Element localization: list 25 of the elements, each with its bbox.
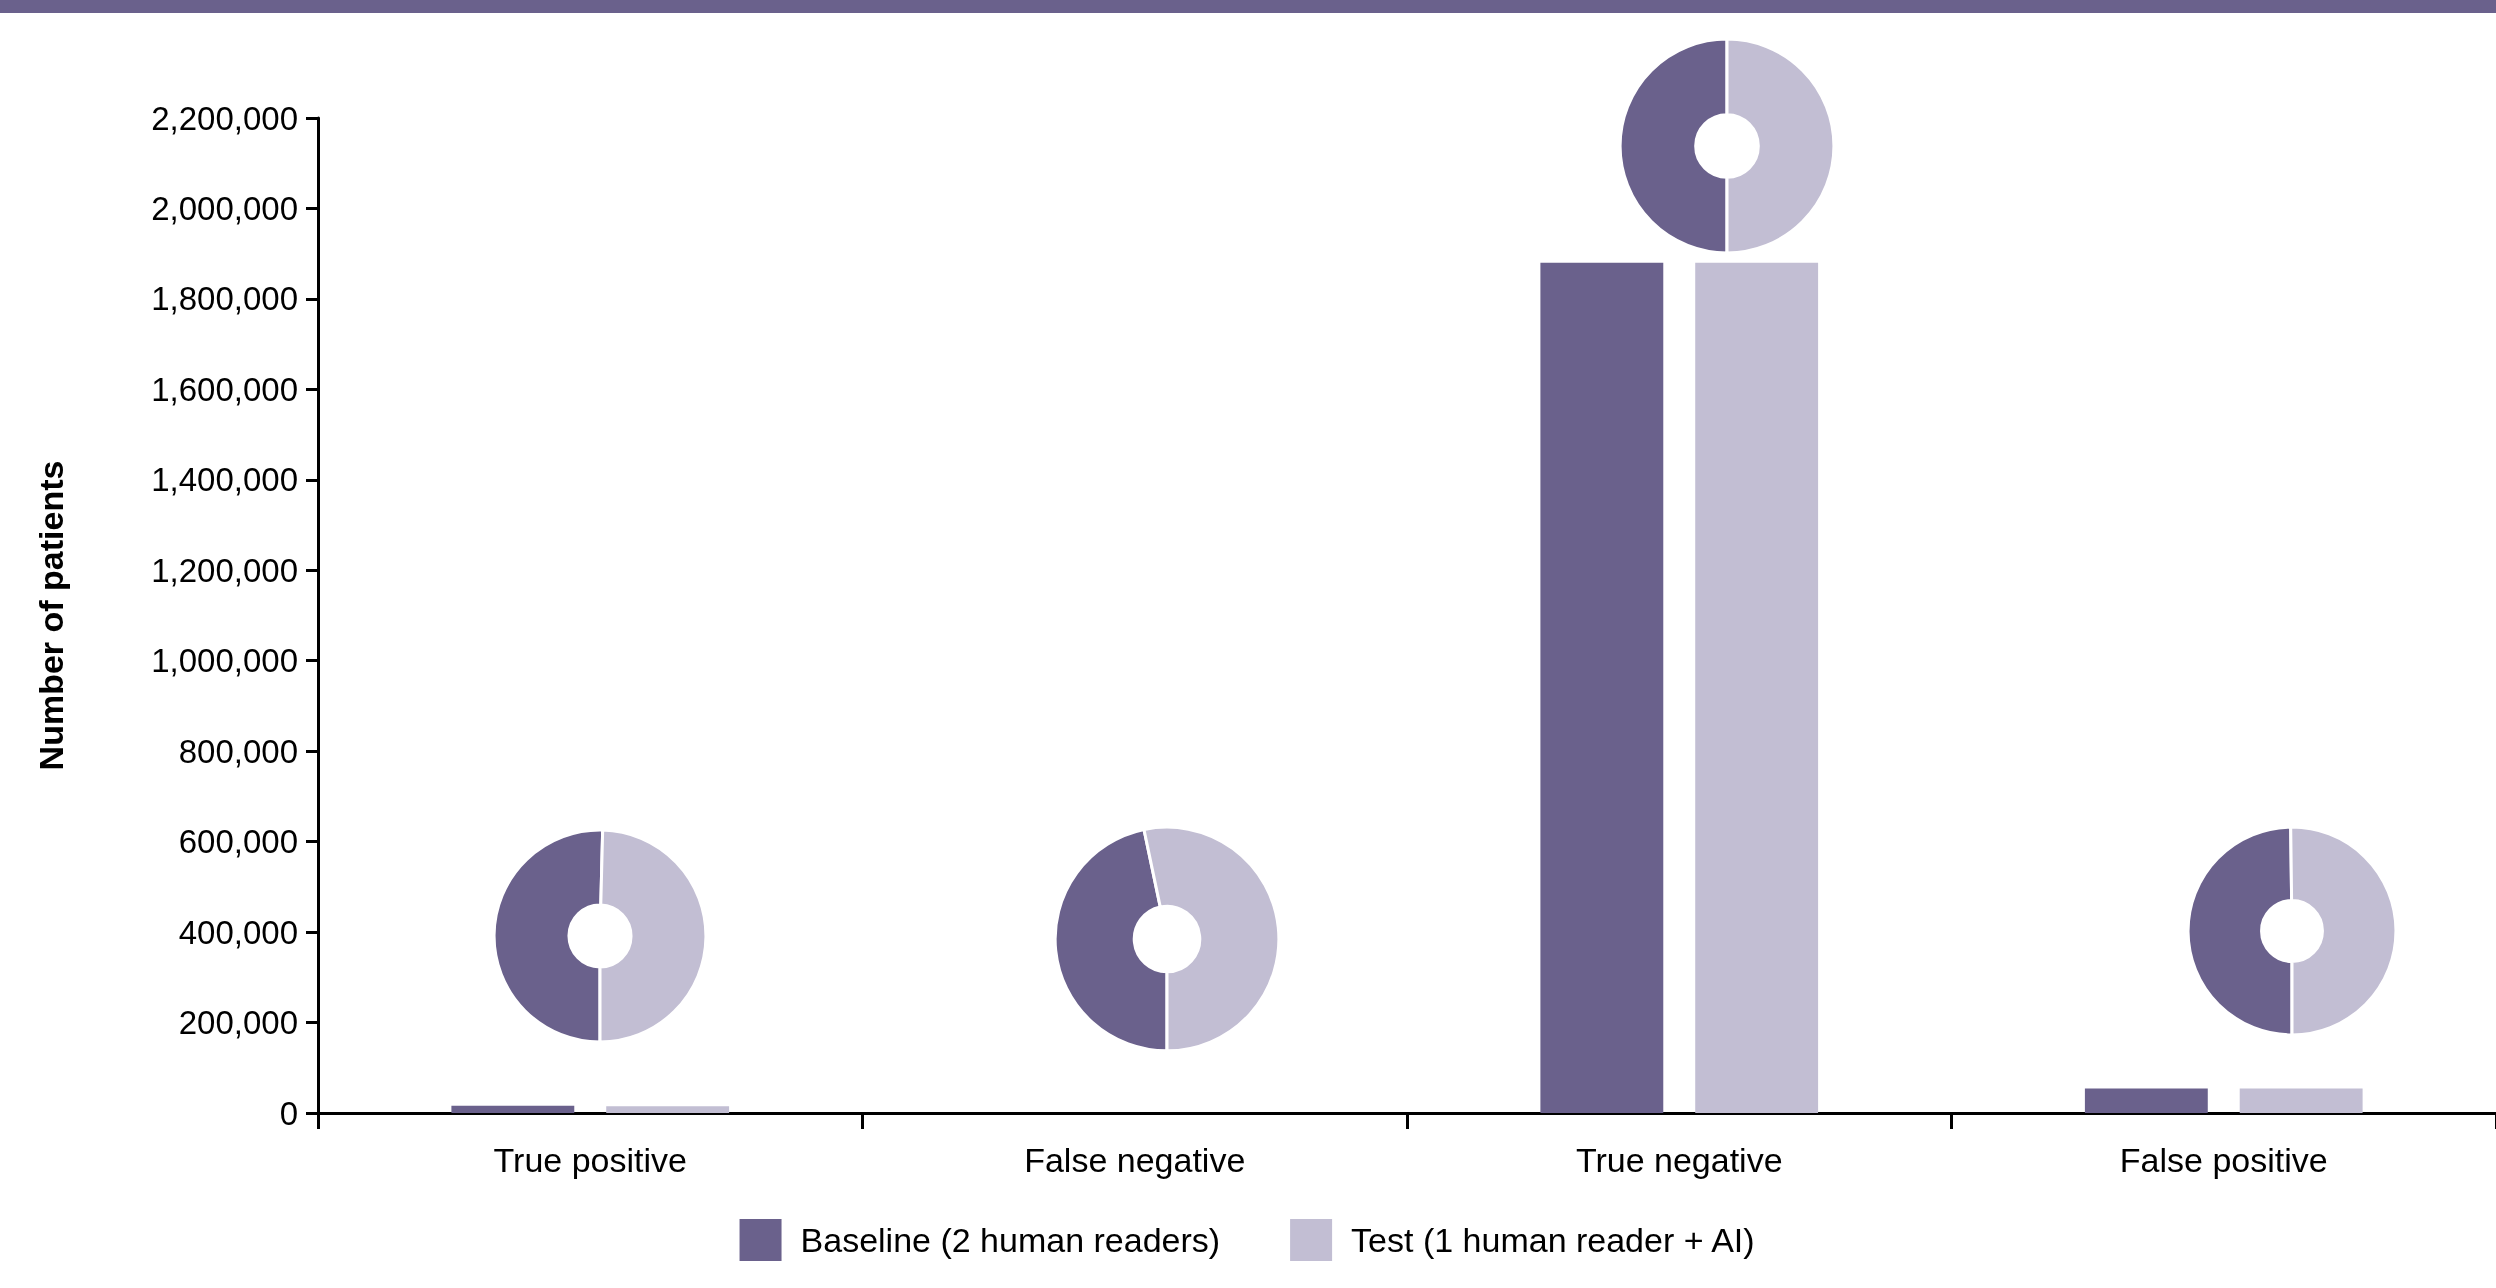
y-tick-label: 400,000 <box>178 913 298 951</box>
legend-label: Baseline (2 human readers) <box>800 1221 1221 1259</box>
y-tick-label: 600,000 <box>178 823 298 861</box>
x-tick-label: True positive <box>493 1141 687 1179</box>
x-tick-label: True negative <box>1575 1141 1783 1179</box>
y-tick-label: 1,200,000 <box>151 551 298 589</box>
y-tick-label: 2,000,000 <box>151 189 298 227</box>
y-tick-label: 1,600,000 <box>151 370 298 408</box>
x-tick-label: False negative <box>1024 1141 1246 1179</box>
bar <box>1695 262 1819 1113</box>
y-tick-label: 200,000 <box>178 1004 298 1042</box>
y-tick-label: 800,000 <box>178 732 298 770</box>
bar <box>2084 1088 2208 1113</box>
bar <box>2239 1088 2363 1113</box>
y-axis-title: Number of patients <box>32 460 70 771</box>
y-tick-label: 2,200,000 <box>151 99 298 137</box>
y-tick-label: 1,800,000 <box>151 280 298 318</box>
x-tick-label: False positive <box>2119 1141 2328 1179</box>
y-tick-label: 0 <box>279 1094 298 1132</box>
y-tick-label: 1,400,000 <box>151 461 298 499</box>
bar <box>606 1106 730 1113</box>
y-tick-label: 1,000,000 <box>151 642 298 680</box>
bar <box>451 1105 575 1113</box>
legend-label: Test (1 human reader + AI) <box>1351 1221 1755 1259</box>
bar <box>1540 262 1664 1113</box>
